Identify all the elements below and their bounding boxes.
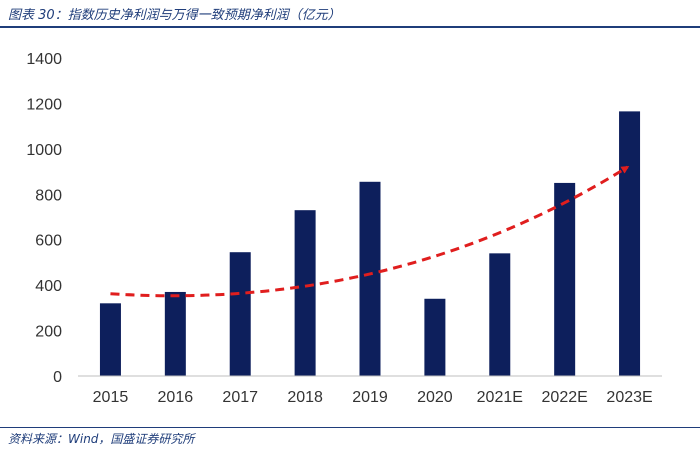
x-tick-label: 2016 (158, 389, 194, 406)
y-tick-label: 0 (53, 369, 62, 386)
source-note: 资料来源：Wind，国盛证券研究所 (8, 432, 195, 446)
x-tick-label: 2019 (352, 389, 388, 406)
bar-2019 (359, 181, 381, 376)
bar-2020 (424, 298, 446, 376)
x-tick-label: 2015 (93, 389, 129, 406)
y-tick-label: 1000 (26, 142, 62, 159)
trend-arrow (110, 165, 630, 298)
bar-2016 (164, 291, 186, 376)
bar-2018 (294, 210, 316, 376)
x-tick-label: 2017 (222, 389, 258, 406)
bar-2017 (229, 252, 251, 376)
bar-2022e (554, 182, 576, 376)
x-axis: 2015 2016 2017 2018 2019 2020 2021E 2022E 2023E (93, 389, 653, 406)
bar-2023e (619, 111, 641, 376)
x-tick-label: 2018 (287, 389, 323, 406)
y-tick-label: 600 (35, 233, 62, 250)
y-tick-label: 1400 (26, 51, 62, 68)
y-tick-label: 800 (35, 187, 62, 204)
y-axis: 0 200 400 600 800 1000 1200 1400 (26, 51, 62, 386)
y-tick-label: 200 (35, 324, 62, 341)
x-tick-label: 2023E (606, 389, 652, 406)
chart-title: 图表 30：指数历史净利润与万得一致预期净利润（亿元） (8, 8, 341, 23)
x-tick-label: 2022E (542, 389, 588, 406)
title-divider (0, 26, 700, 28)
bars (99, 111, 641, 376)
x-tick-label: 2020 (417, 389, 453, 406)
y-tick-label: 1200 (26, 96, 62, 113)
source-divider (0, 427, 700, 428)
bar-2021e (489, 253, 511, 376)
x-tick-label: 2021E (477, 389, 523, 406)
bar-2015 (99, 303, 121, 376)
y-tick-label: 400 (35, 278, 62, 295)
